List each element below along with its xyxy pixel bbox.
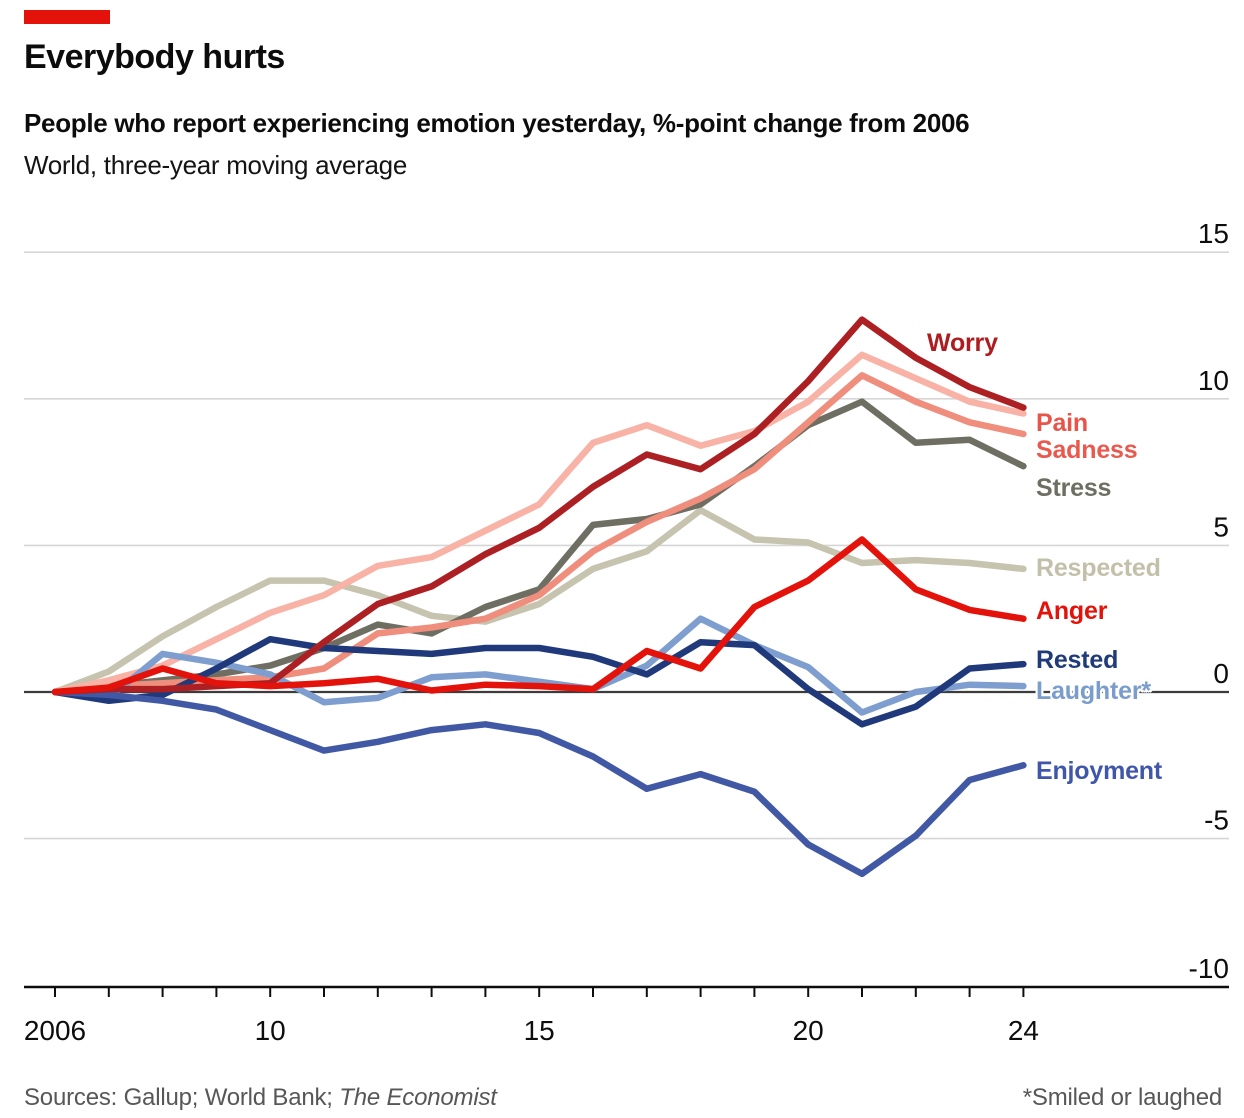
series-label-rested: Rested (1036, 646, 1119, 674)
x-axis-tick-label: 20 (793, 1015, 824, 1046)
chart-footer: Sources: Gallup; World Bank; The Economi… (24, 1084, 1222, 1112)
y-axis-tick-label: 5 (1213, 511, 1229, 542)
economist-red-tab (24, 10, 110, 24)
x-axis-tick-label: 15 (524, 1015, 555, 1046)
series-line-respected (51, 506, 1027, 696)
y-axis-tick-label: 15 (1198, 218, 1229, 249)
sources-note: Sources: Gallup; World Bank; The Economi… (24, 1084, 497, 1111)
chart-subtitle-secondary: World, three-year moving average (24, 150, 407, 180)
series-label-anger: Anger (1036, 597, 1108, 625)
series-label-worry: Worry (927, 329, 998, 357)
x-axis-tick-label: 2006 (24, 1015, 86, 1046)
x-axis-tick-label: 24 (1008, 1015, 1039, 1046)
series-line-rested (51, 635, 1027, 728)
series-line-laughter (51, 615, 1027, 716)
series-label-enjoyment: Enjoyment (1036, 757, 1162, 785)
series-label-stress: Stress (1036, 474, 1112, 502)
series-line-stress (51, 398, 1027, 696)
footnote: *Smiled or laughed (1022, 1084, 1222, 1111)
y-axis-tick-label: 10 (1198, 365, 1229, 396)
chart-subtitle: People who report experiencing emotion y… (24, 108, 970, 138)
y-axis-tick-label: -5 (1204, 805, 1229, 836)
sources-economist: The Economist (339, 1084, 497, 1111)
y-axis-tick-label: -10 (1189, 953, 1229, 984)
series-label-pain: Pain (1036, 409, 1088, 437)
y-axis-tick-label: 0 (1213, 658, 1229, 689)
x-axis-tick-label: 10 (255, 1015, 286, 1046)
series-line-anger (51, 536, 1027, 696)
series-label-respected: Respected (1036, 554, 1161, 582)
series-label-laughter: Laughter* (1036, 677, 1151, 705)
series-line-pain (51, 351, 1027, 696)
series-label-sadness: Sadness (1036, 436, 1138, 464)
series-line-enjoyment (51, 688, 1027, 878)
page-title: Everybody hurts (24, 38, 285, 76)
